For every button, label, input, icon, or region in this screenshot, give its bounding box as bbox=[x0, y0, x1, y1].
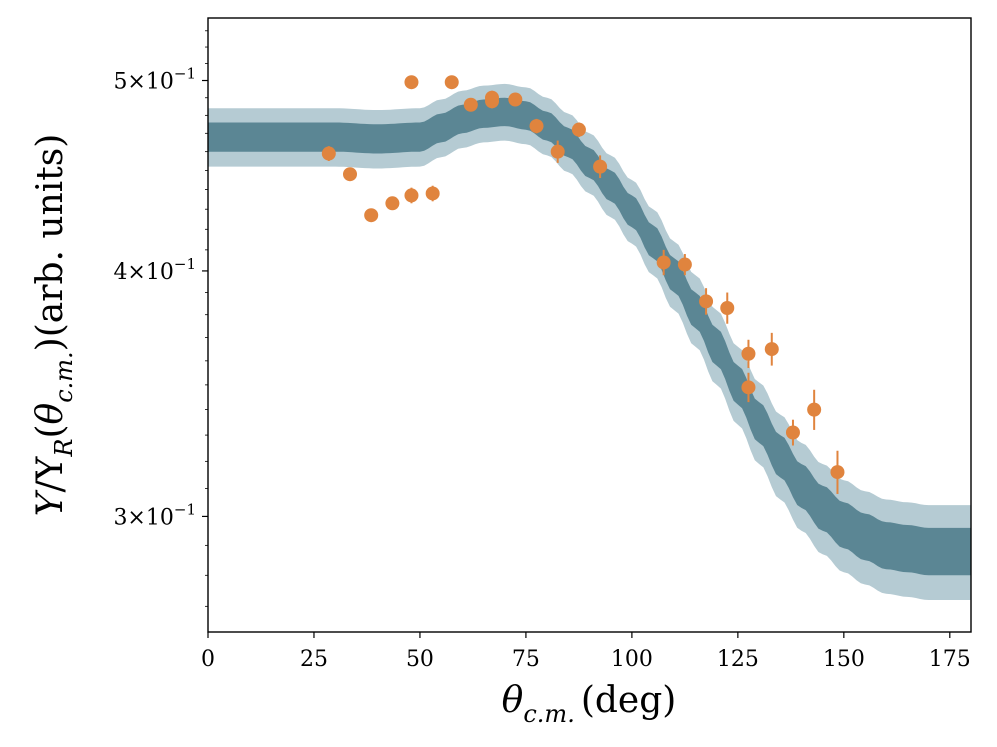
data-point bbox=[741, 372, 756, 403]
point-marker bbox=[404, 188, 419, 203]
data-point bbox=[404, 75, 419, 90]
confidence-band bbox=[208, 83, 971, 600]
point-marker bbox=[593, 159, 608, 174]
data-point bbox=[404, 187, 419, 204]
point-marker bbox=[571, 122, 586, 137]
point-marker bbox=[741, 380, 756, 395]
data-point bbox=[593, 155, 608, 179]
data-point bbox=[550, 140, 565, 163]
x-tick-label: 50 bbox=[406, 647, 434, 672]
data-point bbox=[699, 288, 714, 315]
point-marker bbox=[764, 342, 779, 357]
data-point bbox=[425, 185, 440, 202]
data-point bbox=[571, 122, 586, 137]
y-tick-label: 4×10−1 bbox=[113, 255, 196, 285]
point-marker bbox=[343, 167, 358, 182]
data-point bbox=[529, 118, 544, 134]
y-axis-label: Y/YR(θc.m.)(arb. units) bbox=[30, 134, 78, 517]
x-tick-label: 75 bbox=[512, 647, 540, 672]
point-marker bbox=[830, 465, 845, 480]
point-marker bbox=[485, 90, 500, 105]
x-axis-label: θc.m. (deg) bbox=[502, 680, 677, 728]
point-marker bbox=[720, 300, 735, 315]
point-marker bbox=[364, 208, 379, 223]
x-axis-ticks: 0 25 50 75 100 125 150 175 bbox=[201, 632, 971, 672]
data-point bbox=[677, 254, 692, 276]
point-marker bbox=[508, 92, 523, 107]
x-tick-label: 175 bbox=[929, 647, 971, 672]
data-point bbox=[785, 419, 800, 446]
point-marker bbox=[463, 97, 478, 112]
plot-frame bbox=[207, 17, 972, 633]
x-tick-label: 150 bbox=[823, 647, 865, 672]
point-marker bbox=[550, 144, 565, 159]
data-point bbox=[830, 450, 845, 494]
y-tick-label: 5×10−1 bbox=[113, 65, 196, 95]
data-point bbox=[764, 332, 779, 366]
data-point bbox=[364, 208, 379, 223]
y-tick-label: 3×10−1 bbox=[113, 500, 196, 530]
data-points bbox=[321, 75, 845, 494]
point-marker bbox=[444, 75, 459, 90]
point-marker bbox=[807, 402, 822, 417]
data-point bbox=[321, 146, 336, 161]
data-point bbox=[807, 389, 822, 430]
data-point bbox=[444, 75, 459, 90]
data-point bbox=[485, 90, 500, 105]
point-marker bbox=[404, 75, 419, 90]
data-point bbox=[720, 292, 735, 324]
data-point bbox=[741, 339, 756, 368]
point-marker bbox=[785, 425, 800, 440]
y-axis-ticks: 3×10−1 4×10−1 5×10−1 bbox=[113, 30, 208, 607]
data-point bbox=[463, 97, 478, 112]
point-marker bbox=[529, 119, 544, 134]
point-marker bbox=[677, 257, 692, 272]
data-point bbox=[385, 196, 400, 211]
x-tick-label: 125 bbox=[717, 647, 759, 672]
point-marker bbox=[699, 294, 714, 309]
x-tick-label: 25 bbox=[300, 647, 328, 672]
point-marker bbox=[385, 196, 400, 211]
data-point bbox=[508, 92, 523, 107]
point-marker bbox=[425, 186, 440, 201]
point-marker bbox=[741, 346, 756, 361]
point-marker bbox=[656, 255, 671, 270]
point-marker bbox=[321, 146, 336, 161]
band-inner bbox=[208, 97, 971, 576]
data-point bbox=[656, 249, 671, 276]
data-point bbox=[343, 167, 358, 182]
x-tick-label: 0 bbox=[201, 647, 215, 672]
x-tick-label: 100 bbox=[611, 647, 653, 672]
